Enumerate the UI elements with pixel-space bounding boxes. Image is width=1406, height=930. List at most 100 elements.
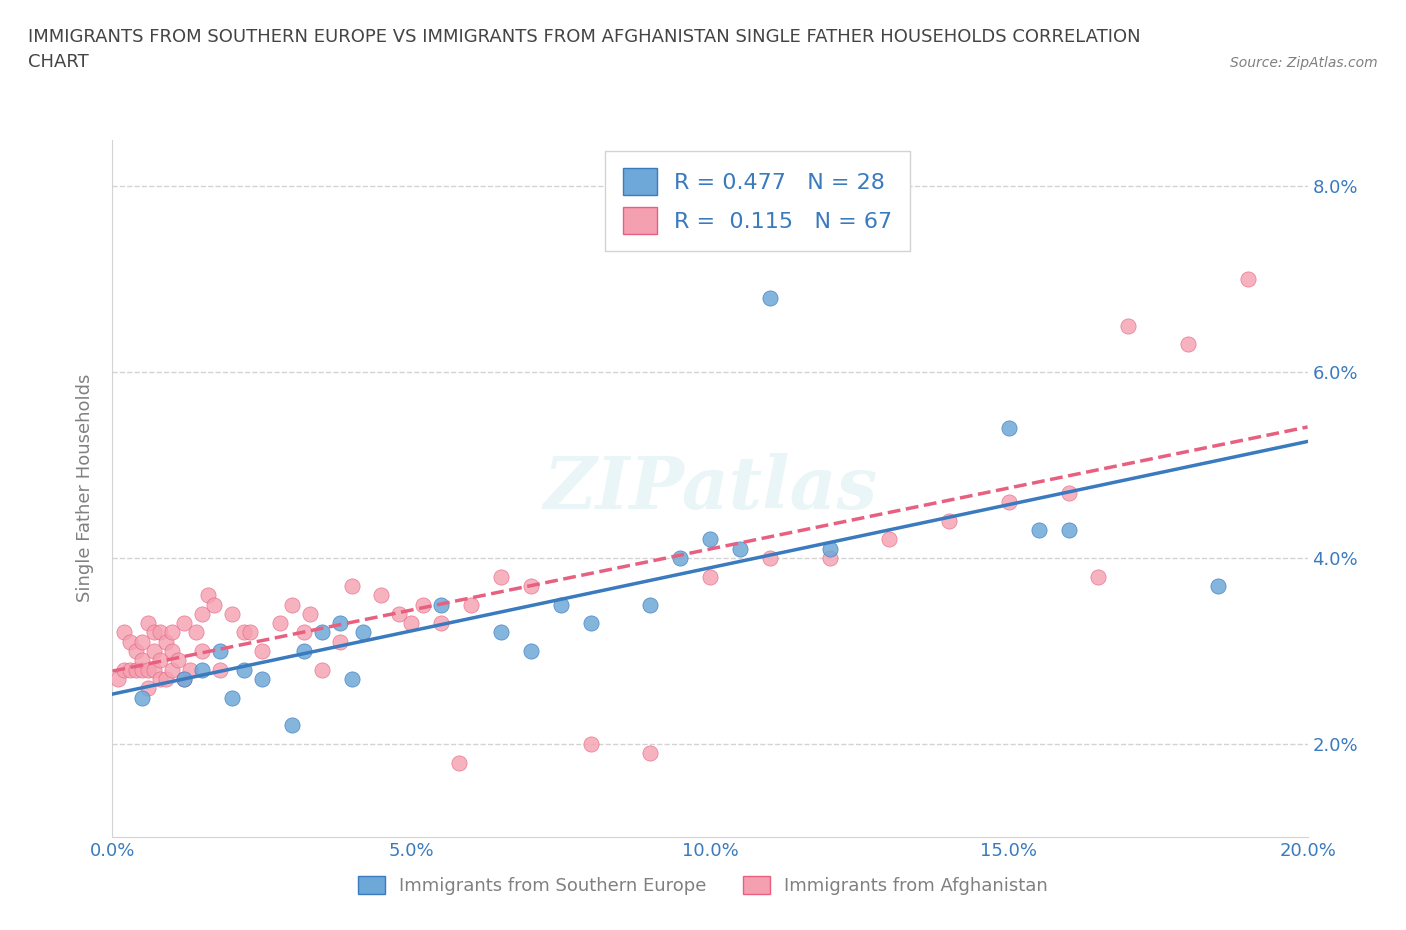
- Point: [239, 625, 262, 640]
- Point: [173, 671, 195, 686]
- Point: [759, 551, 782, 565]
- Point: [120, 634, 142, 649]
- Point: [1206, 578, 1229, 593]
- Point: [489, 625, 512, 640]
- Point: [143, 625, 166, 640]
- Legend: R = 0.477   N = 28, R =  0.115   N = 67: R = 0.477 N = 28, R = 0.115 N = 67: [606, 151, 910, 251]
- Point: [209, 644, 232, 658]
- Point: [173, 671, 195, 686]
- Point: [250, 644, 273, 658]
- Point: [221, 606, 243, 621]
- Point: [640, 597, 662, 612]
- Point: [1177, 337, 1199, 352]
- Point: [818, 551, 841, 565]
- Point: [149, 625, 172, 640]
- Point: [1028, 523, 1050, 538]
- Point: [138, 662, 160, 677]
- Legend: Immigrants from Southern Europe, Immigrants from Afghanistan: Immigrants from Southern Europe, Immigra…: [350, 869, 1056, 902]
- Point: [179, 662, 201, 677]
- Point: [370, 588, 392, 603]
- Point: [209, 662, 232, 677]
- Point: [1118, 318, 1140, 333]
- Point: [107, 671, 129, 686]
- Point: [449, 755, 471, 770]
- Point: [460, 597, 482, 612]
- Point: [143, 644, 166, 658]
- Point: [131, 634, 153, 649]
- Point: [520, 578, 543, 593]
- Point: [167, 653, 190, 668]
- Point: [938, 513, 960, 528]
- Point: [162, 644, 183, 658]
- Point: [998, 420, 1021, 435]
- Point: [162, 625, 183, 640]
- Point: [489, 569, 512, 584]
- Point: [131, 690, 153, 705]
- Point: [197, 588, 219, 603]
- Text: ZIPatlas: ZIPatlas: [543, 453, 877, 524]
- Point: [412, 597, 434, 612]
- Point: [120, 662, 142, 677]
- Point: [388, 606, 411, 621]
- Point: [114, 662, 135, 677]
- Point: [155, 671, 177, 686]
- Point: [1057, 485, 1080, 500]
- Point: [186, 625, 208, 640]
- Point: [1237, 272, 1260, 286]
- Point: [699, 532, 721, 547]
- Point: [143, 662, 166, 677]
- Point: [233, 625, 256, 640]
- Point: [191, 662, 214, 677]
- Point: [131, 653, 153, 668]
- Point: [131, 662, 153, 677]
- Point: [191, 644, 214, 658]
- Text: Source: ZipAtlas.com: Source: ZipAtlas.com: [1230, 56, 1378, 70]
- Y-axis label: Single Father Households: Single Father Households: [76, 374, 94, 603]
- Point: [311, 625, 333, 640]
- Point: [818, 541, 841, 556]
- Point: [138, 681, 160, 696]
- Point: [281, 718, 304, 733]
- Point: [699, 569, 721, 584]
- Point: [1057, 523, 1080, 538]
- Point: [250, 671, 273, 686]
- Point: [202, 597, 225, 612]
- Point: [520, 644, 543, 658]
- Point: [114, 625, 135, 640]
- Point: [1087, 569, 1109, 584]
- Point: [340, 578, 363, 593]
- Point: [579, 737, 602, 751]
- Point: [340, 671, 363, 686]
- Point: [353, 625, 375, 640]
- Point: [149, 671, 172, 686]
- Point: [125, 644, 148, 658]
- Point: [221, 690, 243, 705]
- Point: [162, 662, 183, 677]
- Point: [269, 616, 291, 631]
- Text: IMMIGRANTS FROM SOUTHERN EUROPE VS IMMIGRANTS FROM AFGHANISTAN SINGLE FATHER HOU: IMMIGRANTS FROM SOUTHERN EUROPE VS IMMIG…: [28, 28, 1140, 71]
- Point: [298, 606, 321, 621]
- Point: [640, 746, 662, 761]
- Point: [329, 634, 352, 649]
- Point: [669, 551, 692, 565]
- Point: [292, 625, 315, 640]
- Point: [728, 541, 751, 556]
- Point: [430, 597, 453, 612]
- Point: [292, 644, 315, 658]
- Point: [191, 606, 214, 621]
- Point: [311, 662, 333, 677]
- Point: [173, 616, 195, 631]
- Point: [998, 495, 1021, 510]
- Point: [550, 597, 572, 612]
- Point: [401, 616, 423, 631]
- Point: [759, 290, 782, 305]
- Point: [149, 653, 172, 668]
- Point: [155, 634, 177, 649]
- Point: [233, 662, 256, 677]
- Point: [329, 616, 352, 631]
- Point: [430, 616, 453, 631]
- Point: [579, 616, 602, 631]
- Point: [281, 597, 304, 612]
- Point: [879, 532, 901, 547]
- Point: [125, 662, 148, 677]
